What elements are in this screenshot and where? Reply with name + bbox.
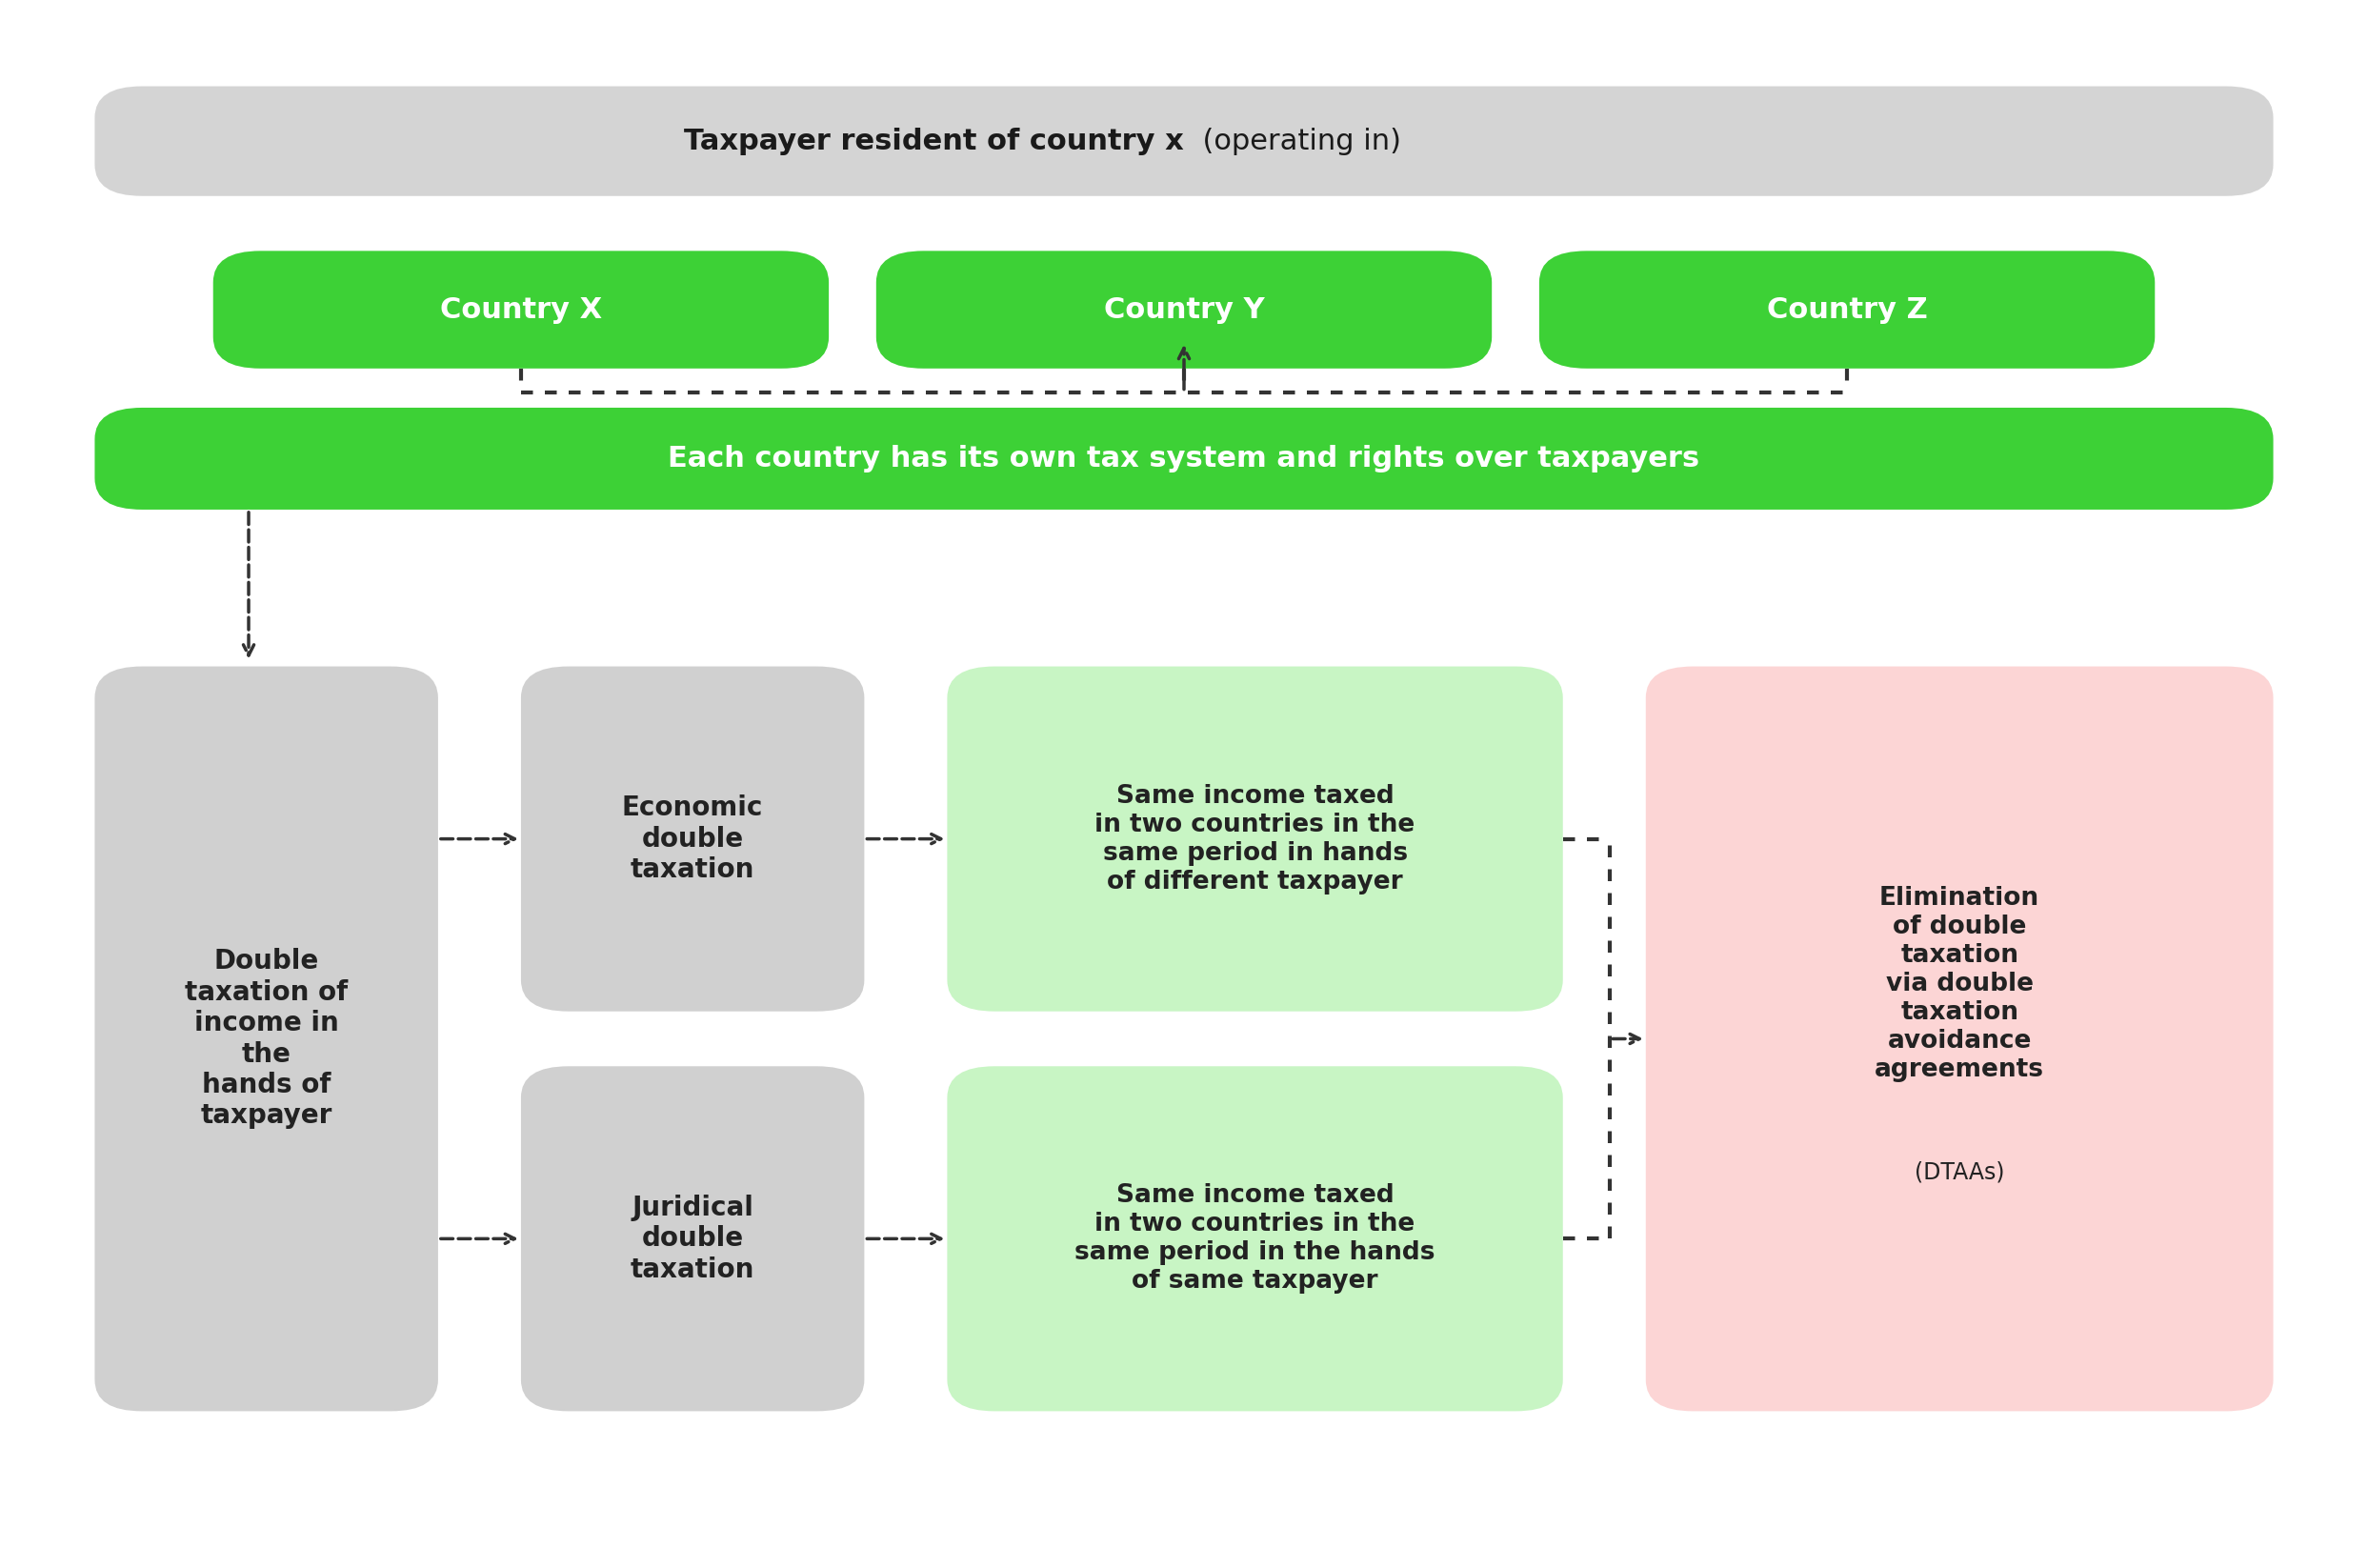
FancyBboxPatch shape <box>1539 251 2155 368</box>
Text: Country Z: Country Z <box>1767 296 1928 323</box>
FancyBboxPatch shape <box>95 86 2273 196</box>
Text: Each country has its own tax system and rights over taxpayers: Each country has its own tax system and … <box>668 445 1700 472</box>
Text: Country X: Country X <box>440 296 601 323</box>
FancyBboxPatch shape <box>876 251 1492 368</box>
FancyBboxPatch shape <box>521 666 864 1011</box>
Text: (operating in): (operating in) <box>1184 127 1402 155</box>
FancyBboxPatch shape <box>521 1066 864 1411</box>
Text: (DTAAs): (DTAAs) <box>1913 1160 2006 1184</box>
Text: Country Y: Country Y <box>1103 296 1265 323</box>
FancyBboxPatch shape <box>947 666 1563 1011</box>
Text: Taxpayer resident of country x: Taxpayer resident of country x <box>684 127 1184 155</box>
Text: Juridical
double
taxation: Juridical double taxation <box>630 1195 755 1283</box>
FancyBboxPatch shape <box>213 251 829 368</box>
Text: Economic
double
taxation: Economic double taxation <box>623 795 762 883</box>
FancyBboxPatch shape <box>95 666 438 1411</box>
Text: Same income taxed
in two countries in the
same period in hands
of different taxp: Same income taxed in two countries in th… <box>1094 784 1416 894</box>
Text: Same income taxed
in two countries in the
same period in the hands
of same taxpa: Same income taxed in two countries in th… <box>1075 1184 1435 1294</box>
Text: Taxpayer resident of country x  (operating in): Taxpayer resident of country x (operatin… <box>855 127 1513 155</box>
FancyBboxPatch shape <box>95 408 2273 510</box>
Text: Double
taxation of
income in
the
hands of
taxpayer: Double taxation of income in the hands o… <box>185 949 348 1129</box>
FancyBboxPatch shape <box>1646 666 2273 1411</box>
Text: Elimination
of double
taxation
via double
taxation
avoidance
agreements: Elimination of double taxation via doubl… <box>1875 886 2044 1082</box>
FancyBboxPatch shape <box>947 1066 1563 1411</box>
